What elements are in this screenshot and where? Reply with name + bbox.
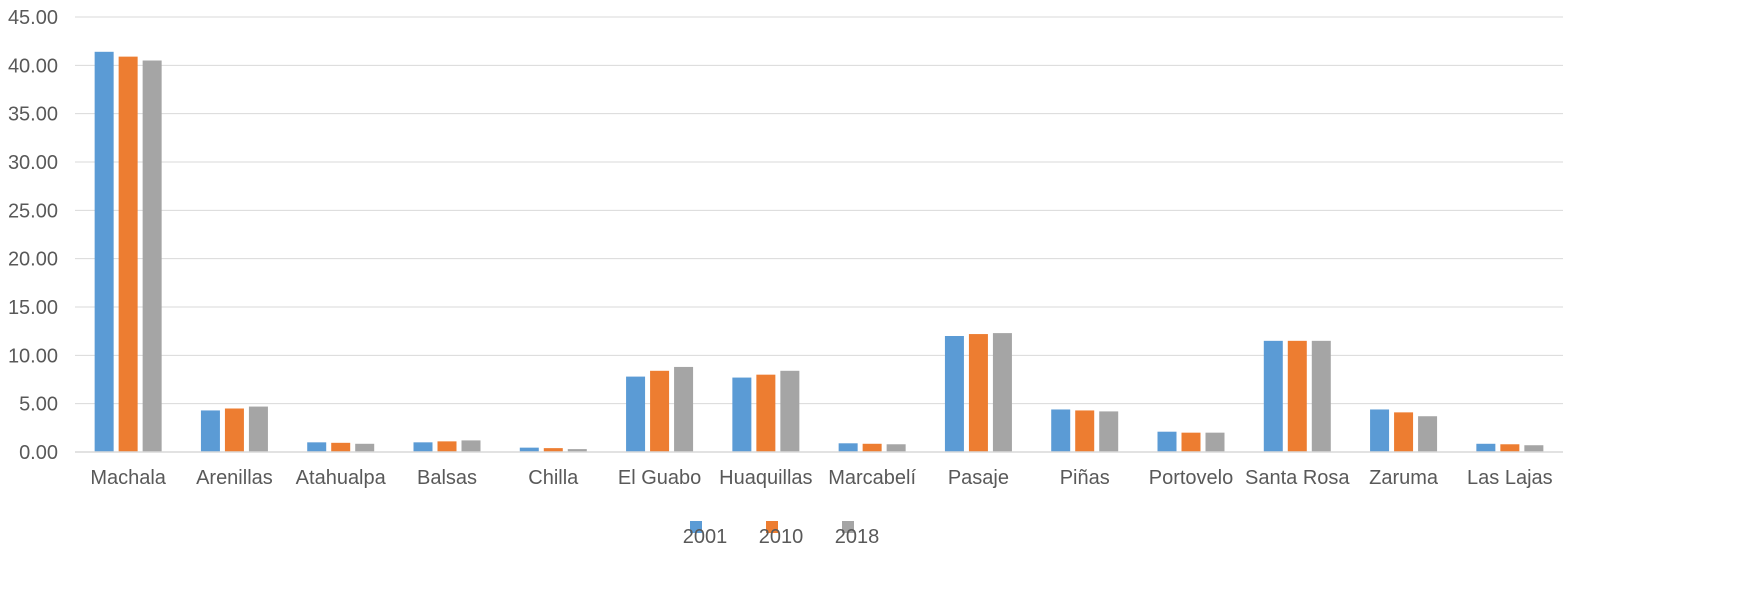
bar — [944, 336, 964, 452]
bar — [674, 366, 694, 452]
bar — [626, 376, 646, 452]
bar — [118, 56, 138, 453]
legend-swatch — [766, 521, 778, 533]
bar — [1500, 444, 1520, 452]
bar — [732, 377, 752, 452]
y-tick-label: 45.00 — [8, 7, 58, 29]
bar — [968, 334, 988, 452]
bar — [780, 370, 800, 452]
bar — [1476, 443, 1496, 452]
bars — [94, 51, 1544, 453]
legend-label: 2001 — [683, 526, 728, 548]
x-category-label: Las Lajas — [1467, 467, 1553, 489]
legend: 2001 2010 2018 — [683, 521, 880, 548]
x-category-label: Chilla — [528, 467, 579, 489]
bar — [992, 333, 1012, 452]
bar — [1263, 340, 1283, 452]
legend-swatch — [690, 521, 702, 533]
bar — [567, 449, 587, 452]
gridlines — [75, 16, 1563, 405]
bar — [1394, 412, 1414, 452]
y-tick-label: 20.00 — [8, 249, 58, 271]
bar — [1051, 409, 1071, 452]
bar — [650, 370, 670, 452]
bar — [519, 447, 539, 452]
x-category-label: Portovelo — [1149, 467, 1234, 489]
bar — [862, 443, 882, 452]
x-category-label: Zaruma — [1369, 467, 1439, 489]
y-tick-label: 25.00 — [8, 200, 58, 222]
legend-label: 2018 — [835, 526, 880, 548]
y-tick-label: 30.00 — [8, 152, 58, 174]
bar — [1205, 432, 1225, 452]
bar — [224, 408, 244, 452]
bar — [1075, 410, 1095, 452]
bar — [331, 442, 351, 452]
x-category-label: Marcabelí — [828, 467, 916, 489]
x-axis-category-labels: Machala Arenillas Atahualpa Balsas Chilla El … — [90, 467, 1552, 489]
bar — [838, 443, 858, 452]
x-category-label: Pasaje — [948, 467, 1009, 489]
bar — [461, 440, 481, 452]
y-tick-label: 15.00 — [8, 297, 58, 319]
bar — [1157, 431, 1177, 452]
x-category-label: Piñas — [1060, 467, 1110, 489]
x-category-label: Machala — [90, 467, 166, 489]
bar — [1287, 340, 1307, 452]
bar — [307, 442, 327, 452]
x-category-label: Santa Rosa — [1245, 467, 1350, 489]
bar — [1370, 409, 1390, 452]
bar — [437, 441, 457, 452]
x-category-label: Balsas — [417, 467, 477, 489]
y-axis-tick-labels: 0.00 5.00 10.00 15.00 20.00 25.00 30.00 35.00 40… — [8, 7, 58, 464]
bar — [543, 448, 563, 452]
x-category-label: Arenillas — [196, 467, 273, 489]
y-tick-label: 5.00 — [19, 394, 58, 416]
legend-label: 2010 — [759, 526, 804, 548]
bar — [1311, 340, 1331, 452]
y-tick-label: 35.00 — [8, 104, 58, 126]
bar — [94, 51, 114, 453]
y-tick-label: 10.00 — [8, 345, 58, 367]
x-category-label: Atahualpa — [296, 467, 387, 489]
x-category-label: El Guabo — [618, 467, 701, 489]
bar — [756, 374, 776, 452]
bar — [1181, 432, 1201, 452]
bar — [1524, 445, 1544, 452]
y-tick-label: 0.00 — [19, 442, 58, 464]
bar — [413, 442, 433, 452]
bar — [886, 444, 906, 452]
y-tick-label: 40.00 — [8, 55, 58, 77]
bar — [200, 410, 220, 452]
bar — [355, 443, 375, 452]
bar — [142, 60, 162, 452]
bar — [248, 406, 268, 452]
bar — [1418, 416, 1438, 452]
bar — [1099, 411, 1119, 452]
x-category-label: Huaquillas — [719, 467, 812, 489]
legend-swatch — [842, 521, 854, 533]
